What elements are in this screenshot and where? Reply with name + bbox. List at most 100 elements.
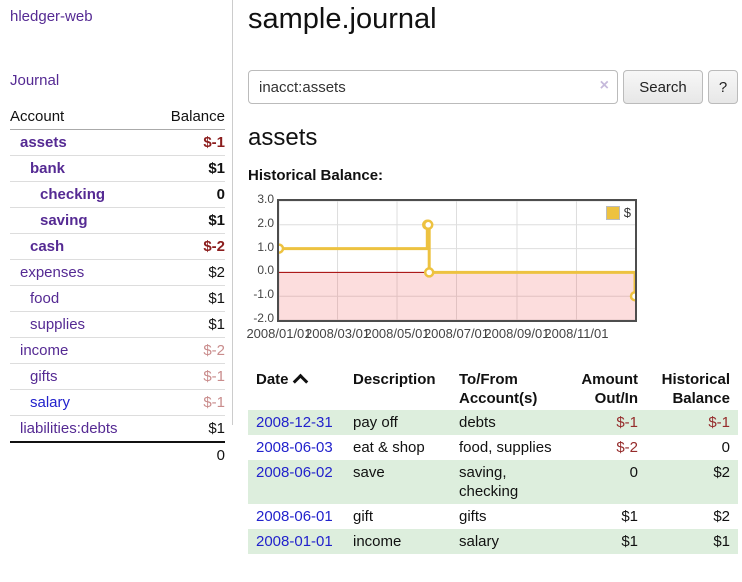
chart-title: Historical Balance:	[248, 167, 384, 184]
accounts-column-header: To/From Account(s)	[459, 371, 538, 407]
y-tick-label: -2.0	[253, 311, 274, 325]
account-link-saving[interactable]: saving	[40, 212, 88, 229]
x-tick-label: 2008/01/01	[246, 326, 312, 341]
account-link-income[interactable]: income	[20, 342, 69, 359]
transaction-accounts: debts	[459, 414, 496, 431]
y-tick-label: -1.0	[253, 287, 274, 302]
account-balance: $1	[152, 207, 225, 234]
clear-search-icon[interactable]: ×	[599, 77, 609, 94]
transaction-date-link[interactable]: 2008-06-02	[256, 464, 333, 481]
transaction-amount: $1	[621, 508, 638, 525]
amount-column-header: Amount Out/In	[581, 371, 638, 407]
account-row: expenses $2	[10, 259, 225, 286]
transaction-balance: 0	[721, 439, 730, 456]
account-link-supplies[interactable]: supplies	[30, 316, 86, 333]
search-input[interactable]	[248, 70, 618, 104]
account-balance: 0	[152, 181, 225, 208]
chart-plot-area[interactable]: $	[277, 199, 637, 322]
account-row: food $1	[10, 285, 225, 312]
account-row: liabilities:debts $1	[10, 415, 225, 442]
account-row: checking 0	[10, 181, 225, 208]
register-table: Date Description To/From Account(s) Amou…	[248, 368, 738, 554]
transaction-date-link[interactable]: 2008-01-01	[256, 533, 333, 550]
search-button[interactable]: Search	[623, 70, 703, 104]
transaction-amount: 0	[629, 464, 638, 481]
account-row: cash $-2	[10, 233, 225, 260]
x-tick-label: 2008/11/01	[544, 326, 609, 341]
chart-x-axis: 2008/01/01 2008/03/01 2008/05/01 2008/07/01…	[246, 326, 738, 342]
account-link-salary[interactable]: salary	[30, 394, 71, 411]
sidebar-item-journal[interactable]: Journal	[10, 72, 60, 89]
transaction-amount: $-1	[616, 414, 638, 431]
x-tick-label: 2008/07/01	[423, 326, 490, 341]
account-balance: $1	[152, 155, 225, 182]
sort-ascending-icon	[292, 373, 308, 390]
account-row: supplies $1	[10, 311, 225, 338]
y-tick-label: 1.0	[257, 239, 274, 254]
transaction-description: eat & shop	[353, 439, 425, 456]
account-row: assets $-1	[10, 130, 225, 156]
y-tick-label: 3.0	[257, 192, 274, 206]
account-link-expenses[interactable]: expenses	[20, 264, 85, 281]
page-title: sample.journal	[248, 3, 437, 35]
transaction-row: 2008-01-01 income salary $1 $1	[248, 529, 738, 554]
chart-y-axis: 3.0 2.0 1.0 0.0 -1.0 -2.0	[248, 192, 274, 325]
account-balance: $-2	[152, 337, 225, 364]
transaction-accounts: saving, checking	[459, 464, 519, 500]
transaction-description: income	[353, 533, 402, 550]
account-balance: $-1	[152, 363, 225, 390]
account-heading: assets	[248, 124, 318, 151]
transaction-description: pay off	[353, 414, 398, 431]
account-balance: $-1	[152, 389, 225, 416]
search-form: × Search ?	[248, 70, 738, 104]
app-brand-link[interactable]: hledger-web	[10, 8, 93, 25]
transaction-accounts: salary	[459, 533, 500, 550]
account-row: salary $-1	[10, 389, 225, 416]
transaction-date-link[interactable]: 2008-06-03	[256, 439, 333, 456]
y-tick-label: 2.0	[257, 215, 274, 230]
account-link-gifts[interactable]: gifts	[30, 368, 58, 385]
transaction-row: 2008-06-03 eat & shop food, supplies $-2…	[248, 435, 738, 460]
account-balance: $-2	[152, 233, 225, 260]
transaction-description: save	[353, 464, 385, 481]
transaction-accounts: food, supplies	[459, 439, 552, 456]
accounts-total-balance: 0	[152, 441, 225, 468]
account-row: income $-2	[10, 337, 225, 364]
transaction-balance: $-1	[708, 414, 730, 431]
main-content: sample.journal × Search ? assets Histori…	[246, 0, 738, 554]
transaction-accounts: gifts	[459, 508, 487, 525]
balance-column-header: Historical Balance	[661, 371, 730, 407]
chart-canvas	[279, 201, 635, 320]
historical-balance-chart: 3.0 2.0 1.0 0.0 -1.0 -2.0 $ 2008/01/01 2008/03…	[246, 192, 738, 345]
transaction-balance: $2	[713, 508, 730, 525]
accounts-total-row: 0	[10, 441, 225, 468]
account-link-food[interactable]: food	[30, 290, 60, 307]
chart-legend: $	[604, 204, 632, 221]
transaction-row: 2008-12-31 pay off debts $-1 $-1	[248, 410, 738, 435]
y-tick-label: 0.0	[257, 263, 274, 278]
transaction-date-link[interactable]: 2008-06-01	[256, 508, 333, 525]
account-link-bank[interactable]: bank	[30, 160, 66, 177]
account-row: saving $1	[10, 207, 225, 234]
account-balance: $1	[152, 415, 225, 442]
transaction-amount: $-2	[616, 439, 638, 456]
account-link-checking[interactable]: checking	[40, 186, 106, 203]
legend-label: $	[623, 205, 631, 220]
account-link-assets[interactable]: assets	[20, 134, 67, 151]
transaction-amount: $1	[621, 533, 638, 550]
transaction-balance: $2	[713, 464, 730, 481]
account-link-cash[interactable]: cash	[30, 238, 65, 255]
help-button[interactable]: ?	[708, 70, 738, 104]
account-row: gifts $-1	[10, 363, 225, 390]
transaction-row: 2008-06-01 gift gifts $1 $2	[248, 504, 738, 529]
account-row: bank $1	[10, 155, 225, 182]
date-column-header[interactable]: Date	[248, 368, 345, 410]
transaction-date-link[interactable]: 2008-12-31	[256, 414, 333, 431]
account-link-liabilities-debts[interactable]: liabilities:debts	[20, 420, 118, 437]
account-balance: $-1	[203, 134, 225, 151]
x-tick-label: 2008/03/01	[304, 326, 371, 341]
account-balance: $1	[152, 285, 225, 312]
x-tick-label: 2008/05/01	[364, 326, 430, 341]
x-tick-label: 2008/09/01	[484, 326, 550, 341]
accounts-table: Account Balance assets $-1 bank $1 checkin…	[10, 104, 225, 468]
